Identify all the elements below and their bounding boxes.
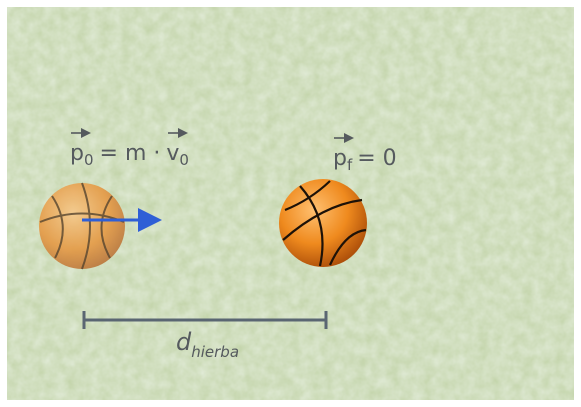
symbol: p: [70, 141, 84, 166]
symbol: v: [166, 141, 179, 166]
illustration: p0= m ·v0 pf= 0 dhierba: [0, 0, 581, 407]
equation: = 0: [357, 146, 396, 171]
ball-initial: [39, 183, 125, 269]
ball-final: [279, 179, 367, 267]
final-momentum-label: pf= 0: [333, 146, 397, 174]
symbol: p: [333, 146, 347, 171]
equation: = m ·: [100, 141, 161, 166]
symbol: d: [176, 328, 192, 356]
subscript: f: [347, 156, 353, 174]
subscript: 0: [179, 151, 189, 169]
subscript: 0: [84, 151, 94, 169]
subscript: hierba: [191, 343, 239, 361]
